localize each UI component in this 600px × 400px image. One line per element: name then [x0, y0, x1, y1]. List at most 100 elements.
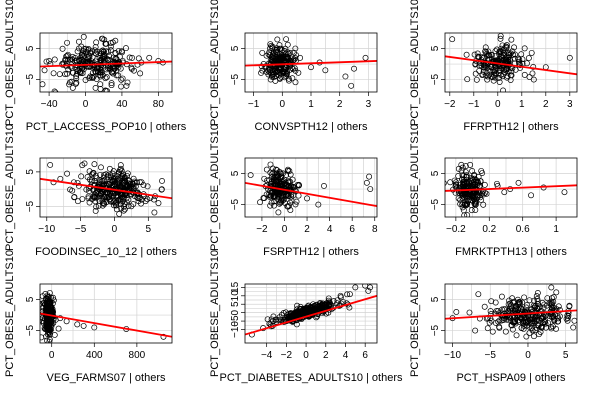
data-point: [59, 61, 66, 68]
data-point: [521, 45, 528, 52]
x-tick-label: 1: [519, 99, 525, 110]
data-point: [278, 45, 285, 52]
panel-8: −4 −2 0 2 4 6−10−5051015PCT_DIABETES_ADULTS10…: [209, 250, 403, 384]
data-point: [92, 207, 99, 214]
data-point: [140, 182, 147, 189]
data-point: [538, 315, 545, 322]
data-point: [515, 306, 522, 313]
data-point: [456, 182, 463, 189]
data-point: [120, 180, 126, 187]
data-point: [270, 318, 277, 325]
data-point: [50, 297, 57, 304]
data-point: [463, 172, 470, 179]
data-point: [535, 322, 542, 329]
data-point-outlier: [322, 67, 329, 74]
data-point: [579, 309, 584, 314]
data-point-outlier: [363, 179, 370, 186]
data-point: [69, 69, 76, 76]
data-point-outlier: [160, 333, 167, 340]
data-point: [107, 172, 114, 179]
data-point: [120, 171, 127, 178]
data-point: [56, 71, 63, 78]
data-point: [79, 57, 86, 64]
data-point: [476, 192, 483, 199]
data-point: [136, 179, 143, 186]
data-point-outlier: [367, 284, 374, 291]
data-point: [287, 49, 294, 56]
regression-line: [245, 60, 377, 67]
y-tick-label: 5: [25, 169, 36, 175]
data-point: [278, 199, 285, 206]
data-point-outlier: [351, 65, 357, 72]
y-tick-label: −5: [230, 198, 241, 210]
data-point: [126, 54, 133, 61]
data-point: [497, 33, 504, 39]
data-point: [284, 49, 291, 56]
x-tick-label: 5: [563, 350, 569, 361]
data-point: [471, 198, 478, 205]
data-point: [267, 187, 274, 194]
data-point-outlier: [80, 322, 87, 329]
data-point-outlier: [362, 54, 369, 61]
data-point: [151, 196, 157, 203]
x-axis-label: FSRPTH12 | others: [263, 246, 359, 258]
x-tick-label: −2: [444, 99, 456, 110]
data-point: [92, 44, 99, 50]
data-point: [292, 79, 299, 86]
x-tick-label: −40: [41, 99, 58, 110]
data-point: [63, 56, 70, 63]
data-point: [40, 300, 43, 307]
y-axis-label: PCT_OBESE_ADULTS10: [209, 124, 221, 251]
data-point-outlier: [366, 173, 373, 180]
y-axis-label: PCT_OBESE_ADULTS10: [4, 250, 16, 377]
data-point: [80, 33, 87, 40]
data-point: [50, 320, 57, 327]
x-tick-label: 0: [282, 224, 288, 235]
data-point: [532, 327, 539, 334]
y-axis-label: PCT_OBESE_ADULTS10: [209, 0, 221, 126]
panel-9: −10 −5 0 5 −5 5 PCT_HSPA09 | others PCT_OBESE_A…: [409, 250, 584, 384]
data-point: [474, 50, 481, 57]
data-point: [118, 76, 125, 83]
data-point-outlier: [348, 82, 355, 89]
data-point: [67, 63, 74, 70]
data-point: [50, 70, 57, 77]
data-point: [539, 323, 545, 330]
data-point: [508, 68, 515, 75]
x-tick-label: 0: [112, 224, 118, 235]
x-tick-label: 6: [349, 224, 355, 235]
x-tick-label: 0: [83, 99, 89, 110]
data-point-outlier: [570, 324, 577, 331]
data-point: [483, 49, 490, 55]
data-point: [506, 306, 513, 313]
data-point: [91, 161, 98, 168]
data-point: [511, 55, 518, 62]
regression-line: [245, 294, 377, 336]
y-axis-label: PCT_OBESE_ADULTS10: [4, 124, 16, 251]
x-tick-label: 2: [337, 99, 343, 110]
data-point-outlier: [123, 82, 130, 89]
data-point: [115, 72, 122, 79]
data-point: [101, 48, 107, 55]
x-tick-label: 3: [567, 99, 573, 110]
y-tick-label: −5: [230, 315, 241, 327]
data-point: [492, 74, 499, 81]
data-point: [526, 74, 533, 81]
data-point: [85, 195, 92, 202]
data-point: [142, 198, 149, 205]
regression-line: [40, 312, 172, 338]
data-point: [116, 211, 123, 217]
data-point: [295, 69, 302, 76]
data-point: [120, 207, 127, 214]
data-point: [529, 70, 536, 77]
data-point-outlier: [528, 192, 535, 199]
data-point: [499, 42, 506, 49]
data-point: [499, 306, 506, 313]
data-point: [481, 181, 488, 188]
data-point: [511, 307, 518, 314]
data-point: [460, 199, 467, 206]
data-point: [516, 319, 523, 325]
data-point: [288, 197, 295, 204]
data-point: [285, 182, 292, 189]
data-point: [40, 318, 47, 325]
